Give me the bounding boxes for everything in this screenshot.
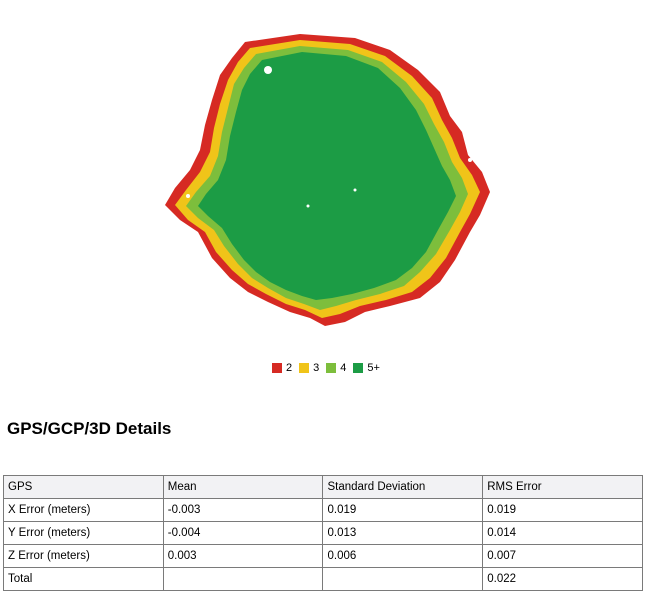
overlap-map [150, 20, 500, 335]
table-cell: Z Error (meters) [3, 544, 164, 568]
table-cell: 0.022 [482, 567, 643, 591]
legend-label: 2 [286, 362, 293, 374]
legend-item-4: 4 [326, 362, 346, 374]
legend-item-5plus: 5+ [353, 362, 380, 374]
section-title: GPS/GCP/3D Details [7, 419, 172, 438]
table-header-row: GPS Mean Standard Deviation RMS Error [3, 475, 643, 499]
gps-details-table: GPS Mean Standard Deviation RMS Error X … [3, 475, 643, 591]
table-cell: -0.004 [162, 521, 324, 545]
legend-item-2: 2 [272, 362, 292, 374]
table-cell: Total [3, 567, 164, 591]
legend-swatch [326, 363, 337, 373]
table-cell: -0.003 [162, 498, 324, 522]
table-row: Total 0.022 [3, 567, 643, 591]
column-header: Standard Deviation [322, 475, 484, 499]
overlap-map-image [165, 34, 490, 326]
table-cell: 0.013 [322, 521, 484, 545]
table-cell: Y Error (meters) [3, 521, 164, 545]
column-header: Mean [162, 475, 324, 499]
table-cell: 0.006 [322, 544, 484, 568]
overlap-region-5plus [198, 52, 456, 300]
legend-label: 4 [340, 362, 347, 374]
table-cell [322, 567, 484, 591]
table-cell: 0.014 [482, 521, 643, 545]
table-row: X Error (meters) -0.003 0.019 0.019 [3, 498, 643, 522]
table-row: Y Error (meters) -0.004 0.013 0.014 [3, 521, 643, 545]
legend-item-3: 3 [299, 362, 319, 374]
legend-swatch [299, 363, 310, 373]
table-cell: 0.003 [162, 544, 324, 568]
table-cell: 0.019 [482, 498, 643, 522]
legend-label: 3 [313, 362, 320, 374]
map-edge-noise [186, 66, 472, 311]
legend-label: 5+ [367, 362, 380, 374]
table-cell: 0.019 [322, 498, 484, 522]
legend-swatch [353, 363, 364, 373]
table-cell: X Error (meters) [3, 498, 164, 522]
overlap-legend: 2 3 4 5+ [272, 362, 387, 374]
table-cell: 0.007 [482, 544, 643, 568]
column-header: RMS Error [482, 475, 643, 499]
column-header: GPS [3, 475, 164, 499]
table-cell [162, 567, 324, 591]
table-row: Z Error (meters) 0.003 0.006 0.007 [3, 544, 643, 568]
legend-swatch [272, 363, 282, 373]
